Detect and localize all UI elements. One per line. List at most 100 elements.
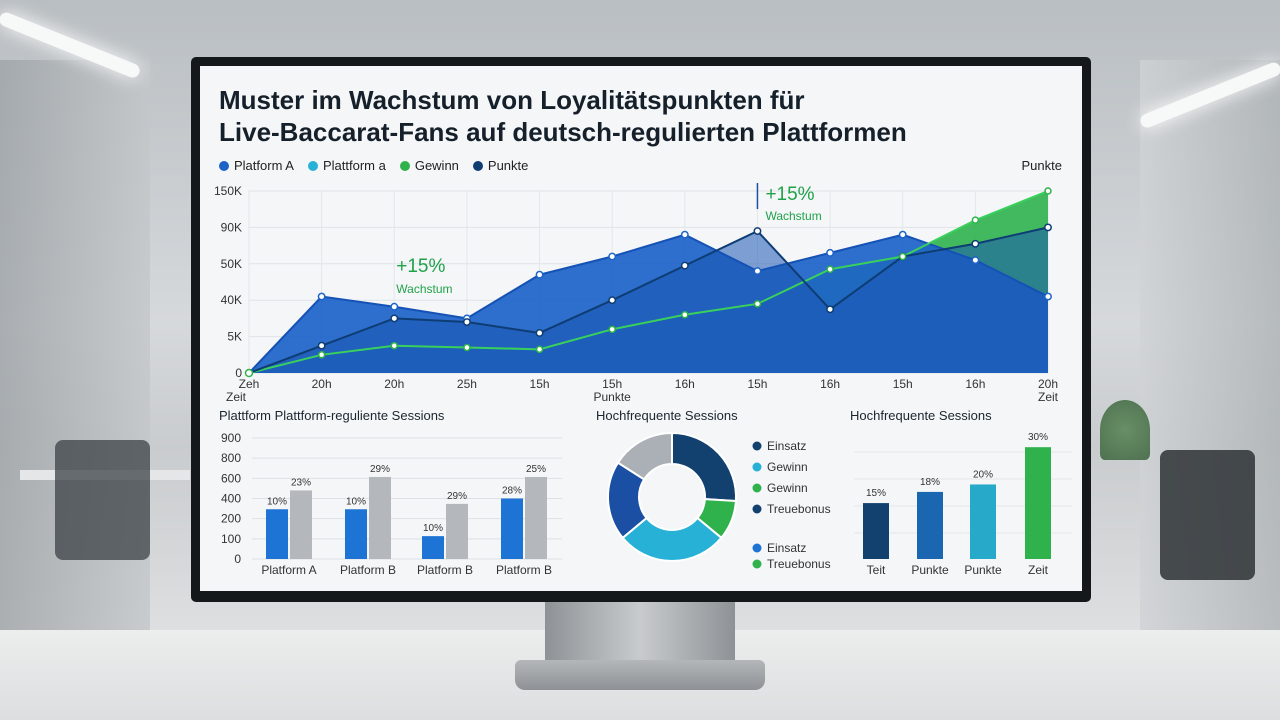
annotation-value: +15% xyxy=(396,256,445,277)
bar-data-label: 28% xyxy=(502,486,522,497)
legend-label: Platform A xyxy=(234,158,294,173)
point-platform-a xyxy=(535,270,544,279)
point-punkte xyxy=(608,296,617,305)
donut-slice xyxy=(671,431,737,503)
dashboard-screen: Muster im Wachstum von Loyalitätspunkten… xyxy=(200,66,1082,591)
bar-series-1 xyxy=(266,509,288,559)
area-punkte xyxy=(249,227,1048,373)
x-tick-label: 20h xyxy=(1038,377,1058,391)
legend-label: Gewinn xyxy=(414,158,459,173)
y-tick-label: 50K xyxy=(221,257,242,271)
point-punkte xyxy=(971,239,980,248)
point-gewinn xyxy=(463,343,471,352)
legend-label: Plattform a xyxy=(322,158,386,173)
bar-series-1 xyxy=(345,509,367,559)
point-platform-a xyxy=(1044,292,1052,301)
bar-data-label: 23% xyxy=(291,477,311,488)
bar xyxy=(970,484,996,559)
legend-dot xyxy=(752,441,762,451)
title-line-2: Live-Baccarat-Fans auf deutsch-reguliert… xyxy=(219,117,907,147)
point-punkte xyxy=(390,314,399,323)
bar-data-label: 10% xyxy=(423,523,443,534)
point-gewinn xyxy=(898,252,907,261)
point-punkte xyxy=(462,318,471,326)
x-tick-label: Zeh xyxy=(239,377,260,391)
legend-dot xyxy=(752,483,762,493)
bar-series-1 xyxy=(501,498,523,559)
x-axis-label-mid: Punkte xyxy=(594,390,632,404)
bar-chart-1-title: Plattform Plattform-reguliente Sessions xyxy=(219,408,445,423)
x-tick-label: Teit xyxy=(867,563,886,577)
legend-label: Gewinn xyxy=(767,460,808,474)
point-platform-a xyxy=(826,248,835,257)
y-tick-label: 400 xyxy=(221,492,241,506)
x-tick-label: 16h xyxy=(965,377,985,391)
legend-label: Treuebonus xyxy=(767,502,831,516)
point-platform-a xyxy=(898,230,907,239)
bar-data-label: 10% xyxy=(346,496,366,507)
bar xyxy=(863,503,889,559)
x-tick-label: Punkte xyxy=(964,563,1002,577)
legend-item-gewinn: Gewinn xyxy=(399,158,459,173)
point-platform-a xyxy=(680,230,689,239)
point-gewinn xyxy=(608,325,616,334)
x-tick-label: 15h xyxy=(893,377,913,391)
x-tick-label: 16h xyxy=(675,377,695,391)
legend-dot xyxy=(307,160,318,171)
x-tick-label: 20h xyxy=(312,377,332,391)
point-gewinn xyxy=(535,345,544,354)
x-tick-label: 25h xyxy=(457,377,477,391)
y-tick-label: 800 xyxy=(221,451,241,465)
point-platform-a xyxy=(317,292,326,301)
x-tick-label: Platform B xyxy=(496,563,552,577)
background-chair-left xyxy=(55,440,150,560)
point-gewinn xyxy=(753,300,762,308)
annotation-label: Wachstum xyxy=(396,282,452,296)
y-tick-label: 0 xyxy=(234,552,241,566)
x-axis-label-right: Zeit xyxy=(1038,390,1059,404)
x-tick-label: Punkte xyxy=(911,563,949,577)
point-gewinn xyxy=(317,351,326,359)
bar-data-label: 18% xyxy=(920,477,940,488)
x-tick-label: 20h xyxy=(384,377,404,391)
donut-slice xyxy=(616,431,673,481)
legend-dot xyxy=(472,160,483,171)
x-tick-label: 15h xyxy=(530,377,550,391)
point-gewinn xyxy=(1044,187,1052,195)
point-punkte xyxy=(1044,223,1052,232)
bar-data-label: 30% xyxy=(1028,432,1048,443)
y-tick-label: 600 xyxy=(221,471,241,485)
point-punkte xyxy=(753,227,762,235)
point-platform-a xyxy=(390,302,399,311)
monitor-stand-base xyxy=(515,660,765,690)
y-tick-label: 90K xyxy=(221,220,242,234)
legend-item-punkte: Punkte xyxy=(472,158,528,173)
x-tick-label: 16h xyxy=(820,377,840,391)
x-tick-label: Platform B xyxy=(417,563,473,577)
title-line-1: Muster im Wachstum von Loyalitätspunkten… xyxy=(219,85,805,115)
point-gewinn xyxy=(681,311,689,319)
point-gewinn xyxy=(971,216,980,224)
legend-label: Einsatz xyxy=(767,439,806,453)
x-tick-label: 15h xyxy=(602,377,622,391)
bar-series-2 xyxy=(369,476,391,559)
y-tick-label: 150K xyxy=(214,184,242,198)
background-chair-right xyxy=(1160,450,1255,580)
bar-data-label: 10% xyxy=(267,496,287,507)
line-platform-a xyxy=(248,233,1049,374)
bar xyxy=(917,491,943,559)
donut-chart-title: Hochfrequente Sessions xyxy=(596,408,738,423)
x-tick-label: Platform A xyxy=(261,563,316,577)
legend-dot xyxy=(752,504,762,514)
point-punkte xyxy=(535,329,544,337)
y-tick-label: 900 xyxy=(221,431,241,445)
bar-data-label: 29% xyxy=(370,464,390,475)
bar-data-label: 15% xyxy=(866,488,886,499)
line-punkte xyxy=(248,226,1049,374)
line-gewinn xyxy=(248,190,1049,374)
y-tick-label: 5K xyxy=(227,330,242,344)
bar-data-label: 25% xyxy=(526,464,546,475)
point-platform-a xyxy=(608,252,617,261)
point-platform-a xyxy=(753,267,762,276)
bar-data-label: 29% xyxy=(447,491,467,502)
